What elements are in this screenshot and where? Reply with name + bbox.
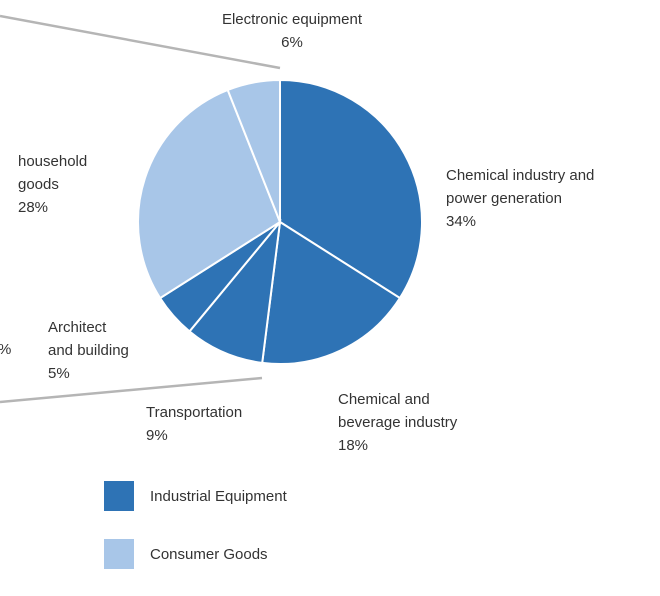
slice-labels: Chemical industry and power generation 34%… <box>18 11 594 454</box>
connector-lines <box>0 14 281 404</box>
slice-label-1: Chemical industry and power generation 34% <box>446 167 594 230</box>
slice-label-2: Chemical and beverage industry 18% <box>338 391 458 454</box>
pie-slices <box>137 78 423 365</box>
slice-label-4: Architect and building 5% <box>48 319 129 382</box>
pie-slice-3 <box>188 218 282 364</box>
slice-label-3: Transportation 9% <box>146 404 242 444</box>
legend-item-consumer-goods: Consumer Goods <box>104 538 287 570</box>
connector-line-1 <box>0 14 281 70</box>
pie-slice-6 <box>226 78 281 223</box>
connector-line-2 <box>0 376 263 404</box>
pie-slice-2 <box>261 220 402 365</box>
legend-label-industrial-equipment: Industrial Equipment <box>150 487 287 505</box>
legend-item-industrial-equipment: Industrial Equipment <box>104 480 287 512</box>
pie-chart: Chemical industry and power generation 34%… <box>0 11 594 454</box>
legend: Industrial Equipment Consumer Goods <box>104 480 287 596</box>
slice-label-6: Electronic equipment 6% <box>222 11 363 51</box>
pie-slice-5 <box>137 88 282 300</box>
legend-swatch-consumer-goods <box>104 539 134 569</box>
slice-label-5: household goods 28% <box>18 153 87 216</box>
legend-swatch-industrial-equipment <box>104 481 134 511</box>
partial-label-left: % <box>0 341 11 358</box>
legend-label-consumer-goods: Consumer Goods <box>150 545 268 563</box>
